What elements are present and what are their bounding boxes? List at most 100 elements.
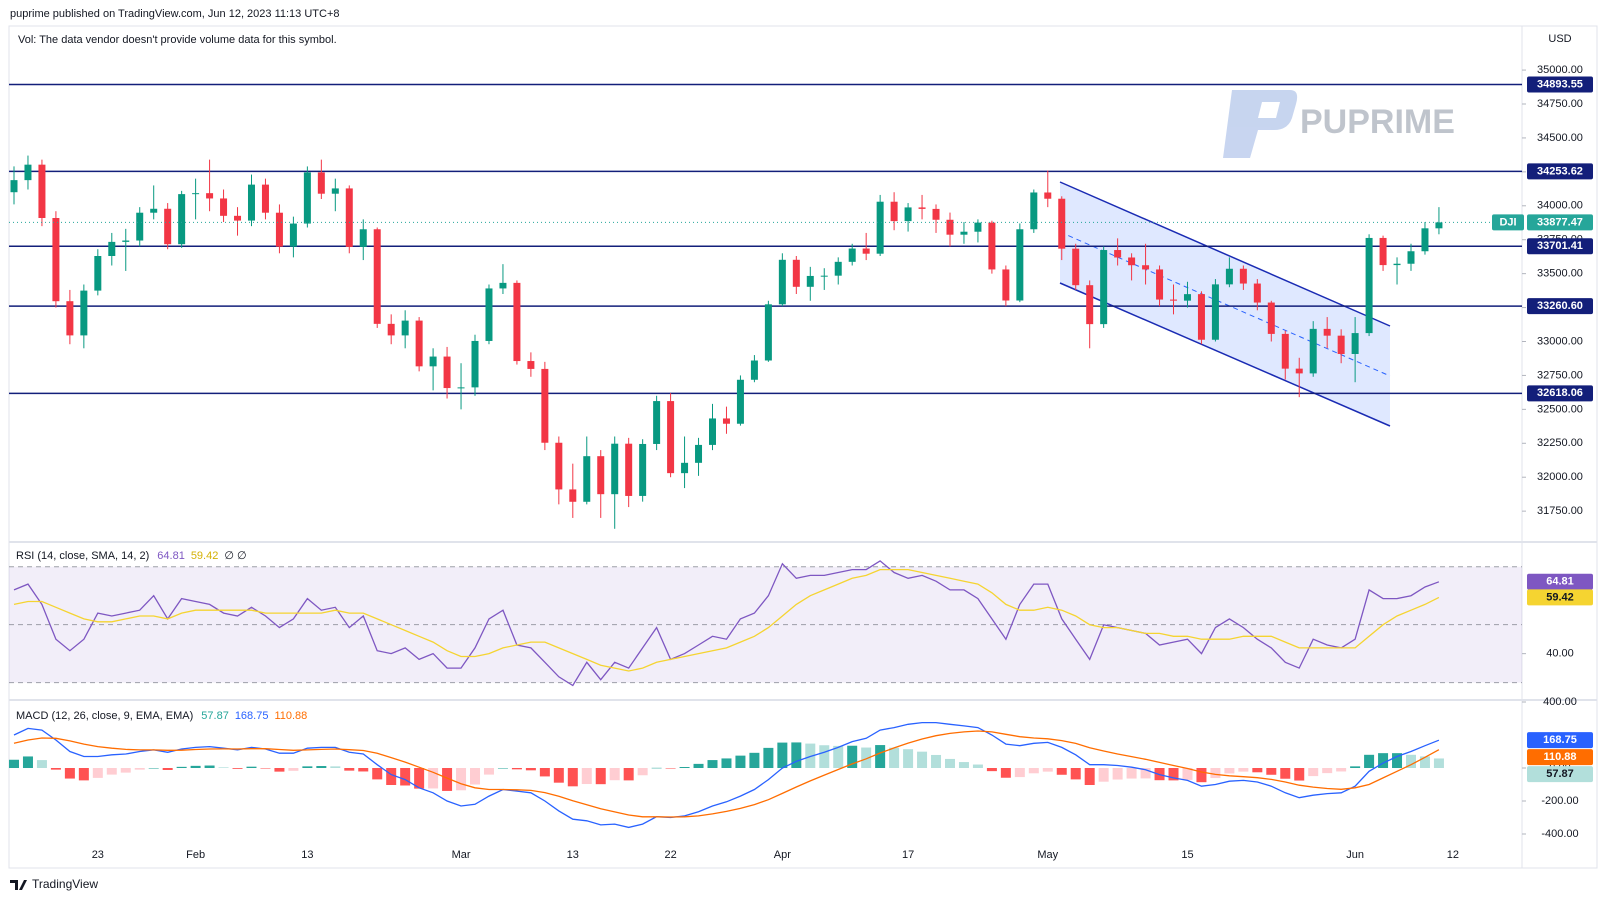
channel-mid (1059, 231, 1391, 377)
histogram-bar (372, 768, 383, 780)
candle-body (1058, 198, 1066, 249)
histogram-bar (539, 768, 550, 777)
candle-body (555, 442, 563, 490)
candle-body (1030, 192, 1038, 230)
candle-body (303, 172, 311, 224)
candle-body (946, 219, 954, 235)
series-value: 59.42 (1546, 591, 1574, 603)
histogram-bar (36, 760, 47, 769)
histogram-bar (707, 760, 718, 769)
candle-body (1197, 294, 1205, 340)
footer-text: TradingView (32, 877, 98, 891)
histogram-bar (917, 751, 928, 769)
channel-top (1059, 181, 1391, 327)
histogram-bar (1224, 768, 1235, 774)
candle-body (681, 462, 689, 474)
last-price-bg (1527, 214, 1593, 231)
candle-body (206, 193, 214, 199)
candle-body (611, 443, 619, 495)
histogram-bar (1000, 768, 1011, 778)
x-tick-label: Mar (452, 849, 471, 861)
histogram-bar (525, 768, 536, 771)
histogram-bar (1252, 768, 1263, 773)
macd-value: 168.75 (235, 710, 269, 722)
symbol-tag-bg (1492, 214, 1524, 231)
rsi-line (13, 560, 1440, 687)
sma-value: 59.42 (191, 550, 219, 562)
histogram-bar (1126, 768, 1137, 779)
histogram-bar (749, 752, 760, 769)
series-value-bg (1527, 589, 1593, 606)
histogram-bar (931, 754, 942, 769)
candle-body (220, 198, 228, 216)
candle-body (1183, 294, 1191, 301)
candle-body (1393, 263, 1401, 266)
candle-body (373, 229, 381, 324)
candle-body (499, 282, 507, 289)
candle-body (24, 164, 32, 181)
logo-hole (1258, 102, 1280, 118)
histogram-bar (92, 768, 103, 778)
candle-body (1337, 335, 1345, 354)
candle-body (331, 188, 339, 194)
histogram-bar (1112, 768, 1123, 780)
candle-body (1156, 269, 1164, 300)
hist-value: 57.87 (201, 710, 229, 722)
histogram-bar (1238, 768, 1249, 772)
macd-title: MACD (12, 26, close, 9, EMA, EMA) (16, 710, 193, 722)
candle-body (38, 164, 46, 218)
histogram-bar (1070, 768, 1081, 780)
x-tick-label: 12 (1447, 849, 1459, 861)
candle-body (541, 368, 549, 443)
histogram-bar (763, 747, 774, 769)
y-tick-label: 32250.00 (1537, 437, 1583, 449)
frame (8, 25, 1598, 869)
candle-body (736, 379, 744, 424)
candle-body (261, 184, 269, 213)
series-value: 64.81 (1546, 576, 1574, 588)
candle-body (317, 172, 325, 194)
candle-body (1365, 237, 1373, 334)
histogram-bar (1433, 758, 1444, 769)
level-label-bg (1527, 385, 1593, 402)
candle-body (1002, 269, 1010, 301)
y-tick-label: -400.00 (1541, 828, 1578, 840)
candle-body (834, 261, 842, 276)
candle-body (94, 256, 102, 291)
histogram-bar (1196, 768, 1207, 783)
histogram-bar (623, 768, 634, 781)
series-value-bg (1527, 573, 1593, 590)
y-tick-label: 40.00 (1546, 648, 1574, 660)
level-label-bg (1527, 298, 1593, 315)
series-value-bg (1527, 749, 1593, 766)
candle-body (1170, 299, 1178, 301)
histogram-bar (302, 766, 313, 769)
candle-body (722, 418, 730, 424)
candle-body (792, 259, 800, 287)
candle-body (429, 356, 437, 367)
x-tick-label: May (1037, 849, 1058, 861)
histogram-bar (358, 768, 369, 772)
histogram-bar (1056, 768, 1067, 775)
candle-body (1281, 333, 1289, 369)
y-tick-label: 34750.00 (1537, 98, 1583, 110)
y-tick-label: 33500.00 (1537, 268, 1583, 280)
candle-body (583, 456, 591, 502)
level-label: 32618.06 (1537, 387, 1583, 399)
histogram-bar (609, 768, 620, 781)
histogram-bar (581, 768, 592, 785)
candle-body (136, 212, 144, 241)
candle-body (862, 248, 870, 254)
candle-body (974, 222, 982, 232)
candle-body (820, 275, 828, 277)
level-label: 33260.60 (1537, 300, 1583, 312)
histogram-bar (1280, 768, 1291, 779)
level-label: 34253.62 (1537, 165, 1583, 177)
histogram-bar (1042, 768, 1053, 772)
candle-body (932, 208, 940, 220)
candle-body (1379, 237, 1387, 266)
histogram-bar (986, 768, 997, 772)
candle-body (443, 356, 451, 389)
